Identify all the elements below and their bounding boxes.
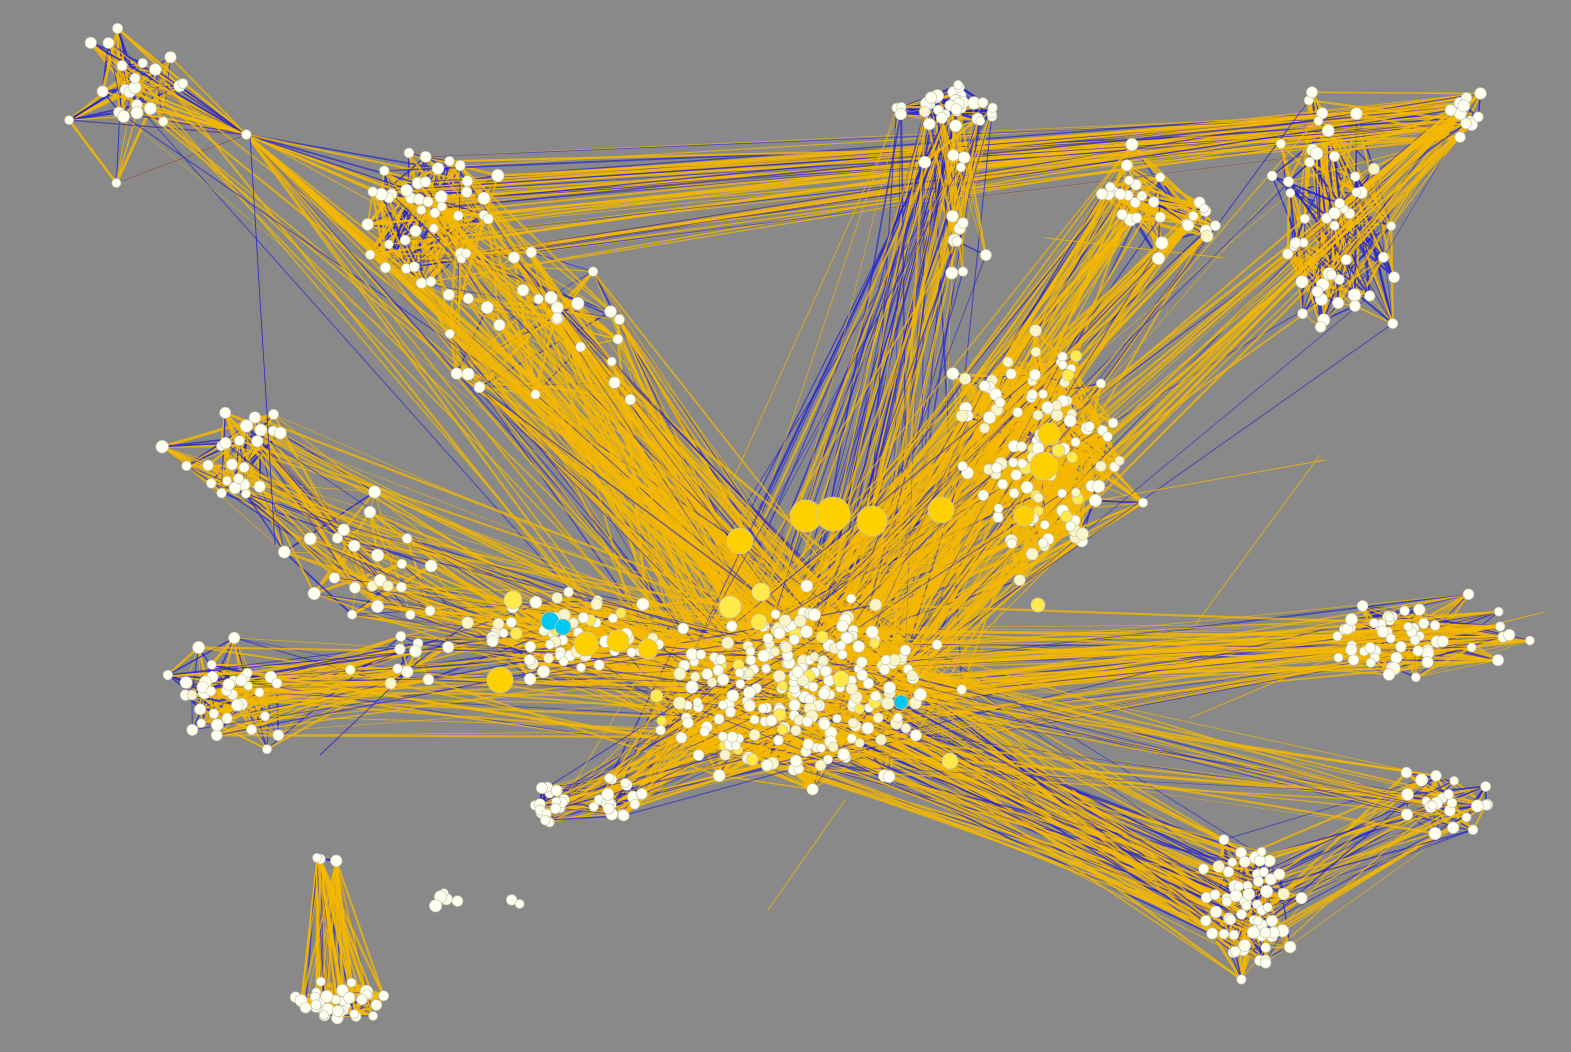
graph-edge: [1136, 216, 1208, 238]
graph-edge: [115, 107, 152, 184]
graph-edge: [68, 111, 120, 122]
graph-edge: [1294, 242, 1322, 328]
graph-edge: [1074, 436, 1109, 521]
graph-edge: [1333, 156, 1341, 204]
graph-edge: [69, 115, 124, 121]
graph-edge: [167, 637, 235, 676]
graph-edge: [1288, 181, 1357, 193]
graph-edge: [207, 439, 241, 467]
graph-edge: [216, 724, 268, 751]
graph-edge: [1211, 932, 1243, 981]
graph-edge: [237, 440, 241, 479]
graph-edge: [116, 28, 125, 117]
graph-edge: [283, 551, 353, 616]
graph-edge: [1369, 295, 1394, 324]
graph-edge: [1354, 305, 1394, 325]
graph-edge: [1136, 217, 1216, 227]
graph-edge: [101, 28, 120, 92]
graph-edge: [1063, 381, 1121, 462]
graph-edge: [531, 251, 594, 272]
graph-edge: [1095, 499, 1144, 504]
graph-edge: [1339, 168, 1375, 204]
graph-edge: [1279, 143, 1290, 182]
graph-edge: [1333, 212, 1371, 297]
graph-edge: [1153, 201, 1208, 237]
graph-edge: [237, 704, 279, 736]
graph-edge: [68, 119, 118, 184]
graph-edge: [1289, 192, 1305, 243]
graph-edge: [1126, 164, 1194, 217]
graph-edge: [102, 62, 144, 92]
graph-edge: [343, 491, 376, 531]
graph-edge: [313, 562, 403, 595]
graph-edge: [167, 646, 200, 676]
